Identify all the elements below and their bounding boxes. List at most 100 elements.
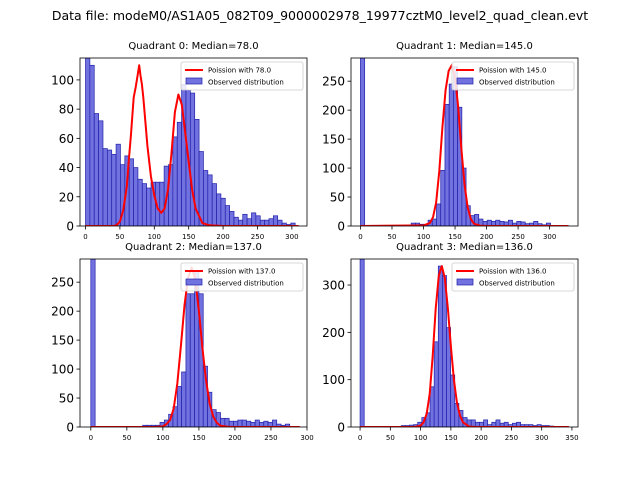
histogram-bar: [207, 174, 213, 226]
histogram-bar: [246, 218, 252, 226]
plot-area: [359, 259, 569, 427]
subplot-quadrant-0: 0 50 100 150 200 250 300 0 20 40 60 80 100 Quadrant 0…: [51, 41, 308, 241]
histogram-bar: [359, 259, 365, 427]
histogram-bar: [360, 58, 366, 226]
y-tick-label: 0: [66, 220, 74, 234]
x-tick-label: 50: [115, 233, 124, 241]
histogram-bar: [198, 151, 204, 226]
legend-label-poisson: Poission with 145.0: [479, 67, 547, 75]
x-tick-label: 250: [511, 233, 524, 241]
x-tick-label: 150: [444, 434, 457, 442]
histogram-bar: [448, 83, 454, 226]
histogram-bar: [141, 183, 148, 226]
x-tick-label: 0: [358, 233, 362, 241]
axes-frame: [350, 258, 579, 428]
y-tick-label: 250: [322, 75, 345, 89]
histogram-bar: [172, 136, 178, 226]
poisson-line: [360, 265, 569, 427]
x-tick-label: 200: [228, 434, 241, 442]
histogram-bar: [431, 218, 437, 226]
axes-frame: [350, 57, 579, 227]
histogram-bar: [255, 215, 261, 226]
legend-box: [451, 61, 575, 91]
x-tick-label: 100: [156, 434, 169, 442]
legend-bar-swatch: [185, 278, 203, 286]
y-tick-label: 0: [66, 421, 74, 435]
histogram-bar: [268, 218, 274, 226]
y-tick-label: 150: [51, 334, 74, 348]
histogram-bar: [495, 419, 501, 427]
y-tick-label: 40: [59, 161, 74, 175]
histogram-bar: [115, 143, 121, 226]
figure-title: Data file: modeM0/AS1A05_082T09_90000029…: [51, 8, 589, 23]
x-tick-label: 0: [358, 434, 362, 442]
x-tick-label: 200: [480, 233, 493, 241]
legend-label-poisson: Poission with 78.0: [208, 67, 271, 75]
legend-box: [180, 61, 304, 91]
legend-label-observed: Observed distribution: [208, 79, 284, 87]
x-tick-label: 300: [543, 233, 556, 241]
subplot-quadrant-3: 0 50 100 150 200 250 300 350 0 100 200 300 Quadrant …: [322, 242, 579, 442]
x-tick-label: 350: [565, 434, 578, 442]
histogram-bar: [433, 341, 439, 427]
x-tick-label: 50: [122, 434, 131, 442]
legend-box: [451, 262, 575, 292]
y-tick-label: 100: [322, 162, 345, 176]
histogram-bar: [233, 216, 239, 226]
subplot-quadrant-2: 0 50 100 150 200 250 300 0 50 100 150 200 250 Quadran…: [51, 242, 314, 442]
histogram-bar: [85, 58, 91, 226]
histogram-bar: [159, 181, 165, 226]
y-tick-label: 50: [330, 191, 345, 205]
x-tick-label: 200: [216, 233, 229, 241]
y-tick-label: 300: [322, 279, 345, 293]
legend: Poission with 137.0 Observed distribution: [180, 262, 304, 292]
x-tick-label: 300: [535, 434, 548, 442]
histogram-bar: [220, 197, 226, 226]
x-tick-label: 50: [388, 233, 397, 241]
x-tick-label: 250: [264, 434, 277, 442]
legend-label-observed: Observed distribution: [208, 280, 284, 288]
y-tick-label: 200: [51, 305, 74, 319]
histogram-bar: [254, 419, 260, 427]
histogram-bar: [241, 419, 247, 427]
histogram-bar: [237, 419, 243, 427]
y-tick-label: 60: [59, 132, 74, 146]
axes-frame: [79, 258, 308, 428]
histogram-bar: [181, 371, 187, 427]
histogram-bar: [146, 187, 152, 226]
histogram-bar: [90, 259, 96, 427]
legend-label-poisson: Poission with 137.0: [208, 268, 276, 276]
subplot-quadrant-1: 0 50 100 150 200 250 300 0 50 100 150 200 250 Quadran…: [322, 41, 579, 241]
legend: Poission with 145.0 Observed distribution: [451, 61, 575, 91]
legend-bar-swatch: [456, 77, 474, 85]
x-tick-label: 100: [417, 233, 430, 241]
legend: Poission with 78.0 Observed distribution: [180, 61, 304, 91]
x-tick-label: 0: [89, 434, 93, 442]
y-tick-label: 50: [59, 392, 74, 406]
histogram-bar: [189, 293, 195, 427]
x-tick-label: 150: [448, 233, 461, 241]
y-tick-label: 200: [322, 104, 345, 118]
histogram-bar: [203, 170, 209, 226]
histogram-bar: [242, 213, 248, 226]
legend: Poission with 136.0 Observed distribution: [451, 262, 575, 292]
plot-area: [90, 259, 300, 427]
x-tick-label: 50: [386, 434, 395, 442]
histogram-bar: [457, 106, 463, 226]
x-tick-label: 250: [505, 434, 518, 442]
histogram-bar: [102, 148, 108, 226]
histogram-bar: [436, 203, 442, 226]
y-tick-label: 20: [59, 190, 74, 204]
x-tick-label: 200: [474, 434, 487, 442]
x-tick-label: 150: [182, 233, 195, 241]
histogram-bar: [440, 170, 446, 226]
histogram-bar: [272, 419, 278, 427]
y-tick-label: 0: [337, 220, 345, 234]
histogram-bar: [444, 103, 450, 226]
x-tick-label: 100: [148, 233, 161, 241]
y-tick-label: 100: [322, 373, 345, 387]
histogram-bar: [229, 211, 235, 226]
subplot-title: Quadrant 2: Median=137.0: [125, 242, 262, 253]
histogram-bar: [93, 113, 99, 226]
y-tick-label: 150: [322, 133, 345, 147]
